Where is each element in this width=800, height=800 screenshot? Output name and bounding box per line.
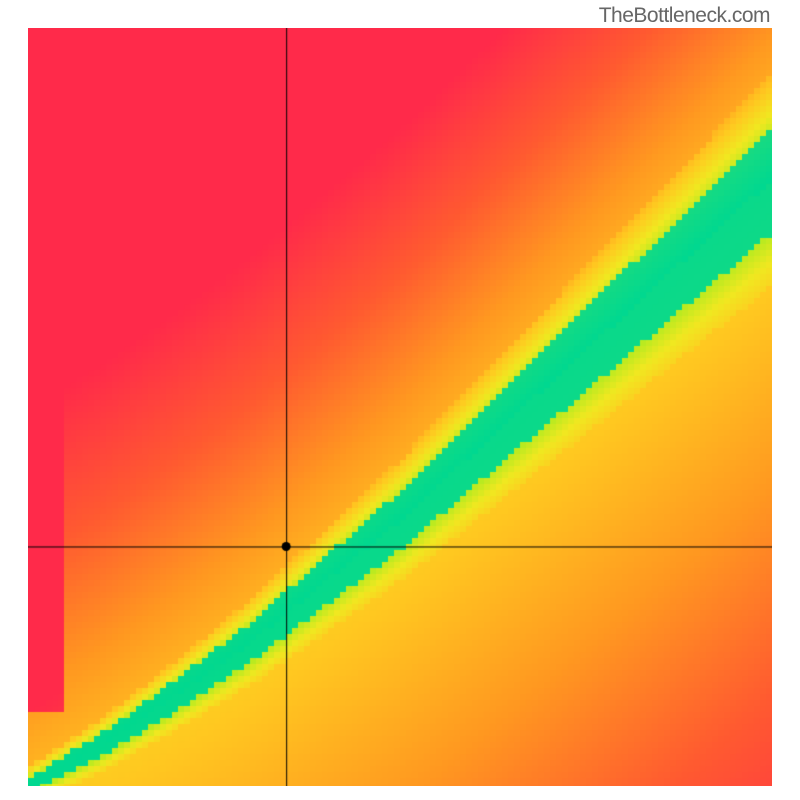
watermark-text: TheBottleneck.com [599, 4, 770, 28]
heatmap-chart [28, 28, 772, 786]
heatmap-canvas [28, 28, 772, 786]
